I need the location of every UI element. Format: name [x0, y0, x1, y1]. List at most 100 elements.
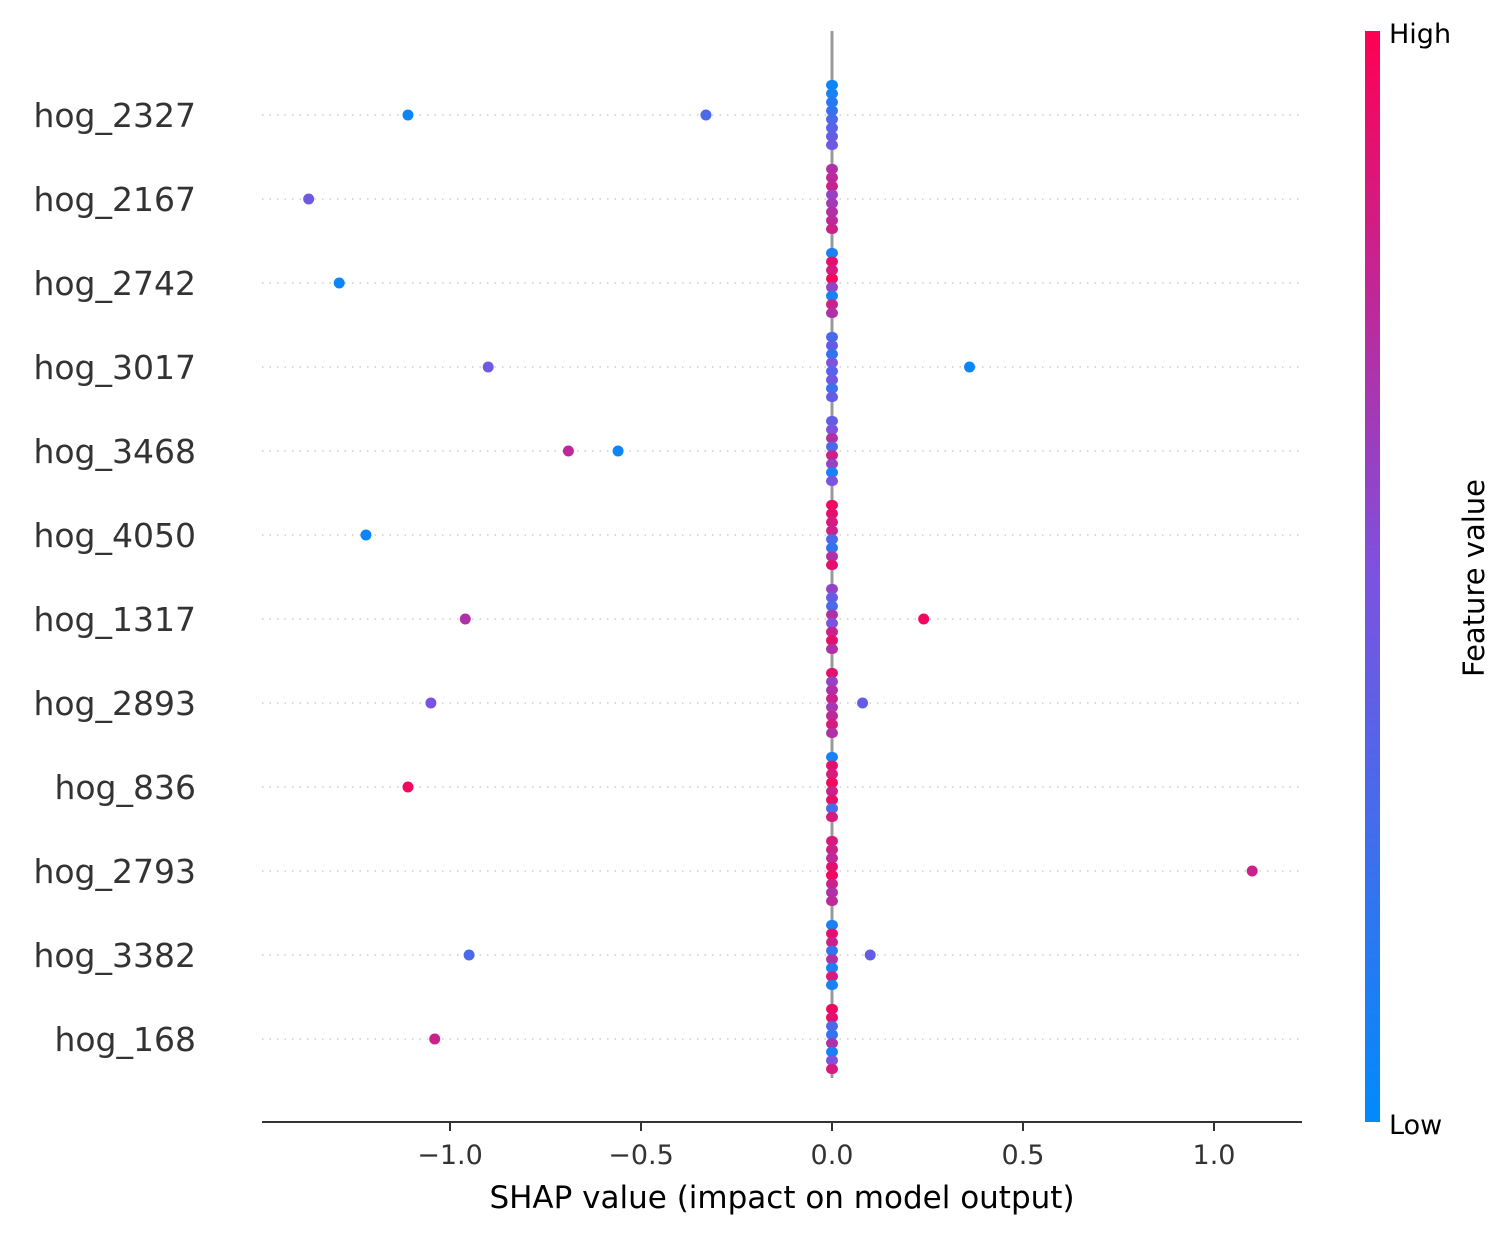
feature-label: hog_168	[54, 1020, 196, 1059]
grid-lines	[262, 114, 1302, 1040]
shap-point	[826, 551, 838, 562]
shap-point	[826, 836, 838, 846]
shap-point	[826, 500, 838, 510]
shap-point	[826, 508, 838, 519]
shap-point	[826, 786, 838, 797]
feature-label: hog_3468	[33, 432, 196, 471]
feature-label: hog_3382	[33, 936, 196, 975]
feature-label: hog_2327	[33, 96, 196, 135]
x-axis-title: SHAP value (impact on model output)	[489, 1180, 1074, 1216]
shap-point	[826, 282, 838, 293]
shap-point	[826, 971, 838, 982]
shap-point	[1246, 865, 1258, 877]
shap-point	[826, 1064, 838, 1074]
shap-point	[333, 277, 345, 289]
outlier-points	[303, 109, 1258, 1045]
shap-point	[826, 844, 838, 855]
shap-point	[826, 920, 838, 930]
shap-point	[826, 215, 838, 226]
shap-point	[826, 760, 838, 771]
shap-point	[826, 441, 838, 452]
shap-point	[826, 626, 838, 637]
shap-point	[857, 697, 869, 709]
feature-label: hog_2793	[33, 852, 196, 891]
shap-point	[826, 206, 838, 217]
shap-point	[826, 97, 838, 108]
shap-point	[826, 1012, 838, 1023]
shap-point	[826, 609, 838, 620]
shap-point	[826, 896, 838, 906]
shap-point	[826, 476, 838, 486]
colorbar-low-label: Low	[1389, 1110, 1442, 1141]
shap-point	[826, 685, 838, 696]
shap-point	[826, 693, 838, 704]
shap-point	[964, 361, 976, 373]
shap-point	[826, 224, 838, 234]
shap-point	[826, 424, 838, 435]
shap-point	[826, 887, 838, 898]
feature-label: hog_2167	[33, 180, 196, 219]
shap-point	[918, 613, 930, 625]
shap-point	[826, 433, 838, 444]
shap-point	[826, 88, 838, 99]
shap-point	[429, 1033, 441, 1045]
shap-point	[826, 290, 838, 301]
shap-point	[826, 676, 838, 687]
shap-point	[826, 980, 838, 990]
shap-point	[826, 340, 838, 351]
shap-point	[826, 357, 838, 368]
shap-point	[826, 668, 838, 678]
shap-point	[826, 853, 838, 864]
shap-point	[826, 248, 838, 258]
shap-point	[826, 769, 838, 780]
shap-point	[826, 299, 838, 310]
x-ticks: −1.0 −0.5 0.0 0.5 1.0	[417, 1122, 1235, 1171]
shap-point	[826, 164, 838, 174]
feature-label: hog_3017	[33, 348, 196, 387]
shap-point	[463, 949, 475, 961]
shap-point	[826, 392, 838, 402]
shap-point	[826, 794, 838, 805]
shap-point	[826, 374, 838, 385]
shap-point	[562, 445, 574, 457]
shap-point	[826, 131, 838, 142]
shap-point	[826, 416, 838, 426]
shap-point	[864, 949, 876, 961]
feature-label: hog_2742	[33, 264, 196, 303]
shap-point	[826, 861, 838, 872]
x-tick-label: 1.0	[1193, 1140, 1236, 1171]
shap-point	[826, 308, 838, 318]
shap-point	[826, 635, 838, 646]
shap-point	[826, 140, 838, 150]
shap-point	[826, 945, 838, 956]
colorbar-title: Feature value	[1457, 479, 1491, 677]
feature-label: hog_2893	[33, 684, 196, 723]
x-tick-label: −0.5	[608, 1140, 674, 1171]
shap-point	[826, 954, 838, 965]
shap-point	[826, 644, 838, 654]
shap-point	[826, 870, 838, 881]
shap-point	[826, 1038, 838, 1049]
shap-point	[826, 812, 838, 822]
shap-point	[402, 109, 414, 121]
shap-point	[826, 458, 838, 469]
shap-point	[826, 366, 838, 377]
shap-point	[826, 560, 838, 570]
shap-point	[826, 80, 838, 90]
shap-point	[482, 361, 494, 373]
stacked-points	[826, 80, 838, 1074]
shap-point	[826, 710, 838, 721]
shap-point	[826, 752, 838, 762]
shap-point	[826, 601, 838, 612]
feature-label: hog_1317	[33, 600, 196, 639]
shap-point	[826, 122, 838, 133]
shap-point	[700, 109, 712, 121]
shap-point	[826, 525, 838, 536]
shap-point	[826, 719, 838, 730]
shap-point	[826, 1029, 838, 1040]
shap-point	[826, 584, 838, 594]
shap-point	[826, 1055, 838, 1066]
shap-point	[826, 189, 838, 200]
shap-point	[826, 777, 838, 788]
